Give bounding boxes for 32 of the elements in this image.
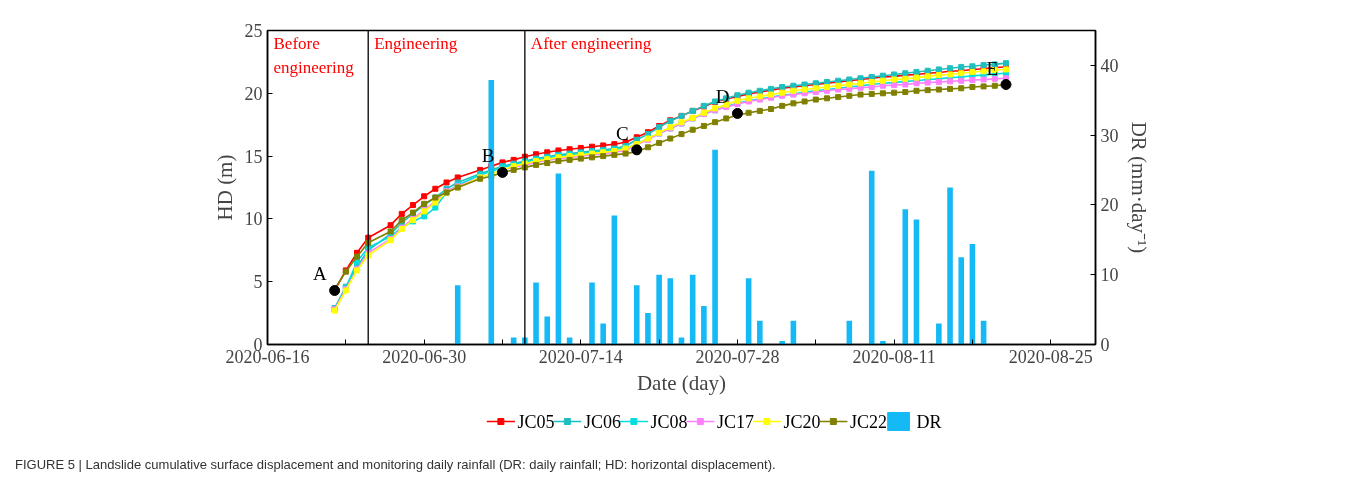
annotation: C bbox=[616, 122, 629, 144]
legend-label: JC08 bbox=[650, 411, 688, 432]
y-tick-label: 5 bbox=[253, 272, 263, 293]
x-tick-label: 2020-07-14 bbox=[538, 346, 623, 367]
y2-tick-label: 20 bbox=[1100, 195, 1119, 216]
legend-label: JC22 bbox=[849, 411, 887, 432]
annotation: A bbox=[312, 263, 327, 285]
x-axis-title: Date (day) bbox=[636, 370, 727, 395]
x-tick-label: 2020-08-11 bbox=[852, 346, 936, 367]
annotation: Engineering bbox=[374, 33, 458, 53]
y-tick-label: 10 bbox=[244, 209, 263, 230]
y2-tick-label: 30 bbox=[1100, 125, 1119, 146]
y2-tick-label: 40 bbox=[1100, 55, 1119, 76]
y2-tick-label: 0 bbox=[1100, 335, 1110, 355]
y2-tick-label: 10 bbox=[1100, 265, 1119, 286]
legend-label: DR bbox=[916, 411, 942, 432]
annotation: E bbox=[986, 57, 998, 79]
x-tick-label: 2020-06-30 bbox=[382, 346, 467, 367]
x-tick-label: 2020-07-28 bbox=[695, 346, 780, 367]
legend-label: JC06 bbox=[583, 411, 622, 432]
x-tick-label: 2020-08-25 bbox=[1008, 346, 1093, 367]
y-axis-title: HD (m) bbox=[212, 154, 237, 221]
y-tick-label: 20 bbox=[244, 83, 263, 104]
legend-label: JC05 bbox=[517, 411, 555, 432]
legend-label: JC17 bbox=[716, 411, 754, 432]
annotation: Before engineering bbox=[273, 33, 355, 78]
caption: FIGURE 5 | Landslide cumulative surface displacement and monitoring daily rainfall (DR: daily rainfall; HD: horizontal displacement). bbox=[15, 456, 776, 474]
y-tick-label: 15 bbox=[244, 146, 263, 167]
legend-label: JC20 bbox=[783, 411, 821, 432]
y-tick-label: 25 bbox=[244, 21, 263, 41]
annotation: After engineering bbox=[530, 33, 652, 53]
y2-axis-title: DR (mm·day⁻¹) bbox=[1126, 121, 1151, 254]
